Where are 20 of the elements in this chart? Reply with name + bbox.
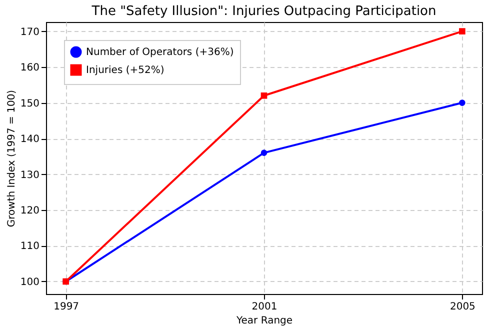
legend-label: Number of Operators (+36%) bbox=[86, 47, 234, 58]
x-axis-title: Year Range bbox=[235, 316, 293, 326]
point bbox=[459, 100, 466, 106]
chart-title: The "Safety Illusion": Injuries Outpacing Participation bbox=[90, 4, 436, 19]
point bbox=[260, 150, 268, 156]
legend-label: Injuries (+52%) bbox=[86, 65, 164, 76]
y-tick-label: 150 bbox=[20, 98, 40, 110]
x-tick-label: 1997 bbox=[54, 302, 80, 312]
y-tick-label: 110 bbox=[20, 241, 40, 252]
point bbox=[459, 28, 466, 34]
point bbox=[260, 92, 268, 99]
y-tick-label: 130 bbox=[20, 170, 40, 181]
x-tick-label: 2005 bbox=[450, 302, 476, 312]
y-tick-label: 120 bbox=[20, 206, 40, 217]
y-axis-title: Growth Index (1997 = 100) bbox=[6, 90, 18, 228]
y-tick-label: 100 bbox=[20, 276, 40, 288]
y-tick-label: 170 bbox=[20, 26, 40, 38]
x-tick-label: 2001 bbox=[252, 302, 278, 312]
y-tick-label: 140 bbox=[20, 134, 40, 146]
y-tick-label: 160 bbox=[20, 62, 40, 74]
